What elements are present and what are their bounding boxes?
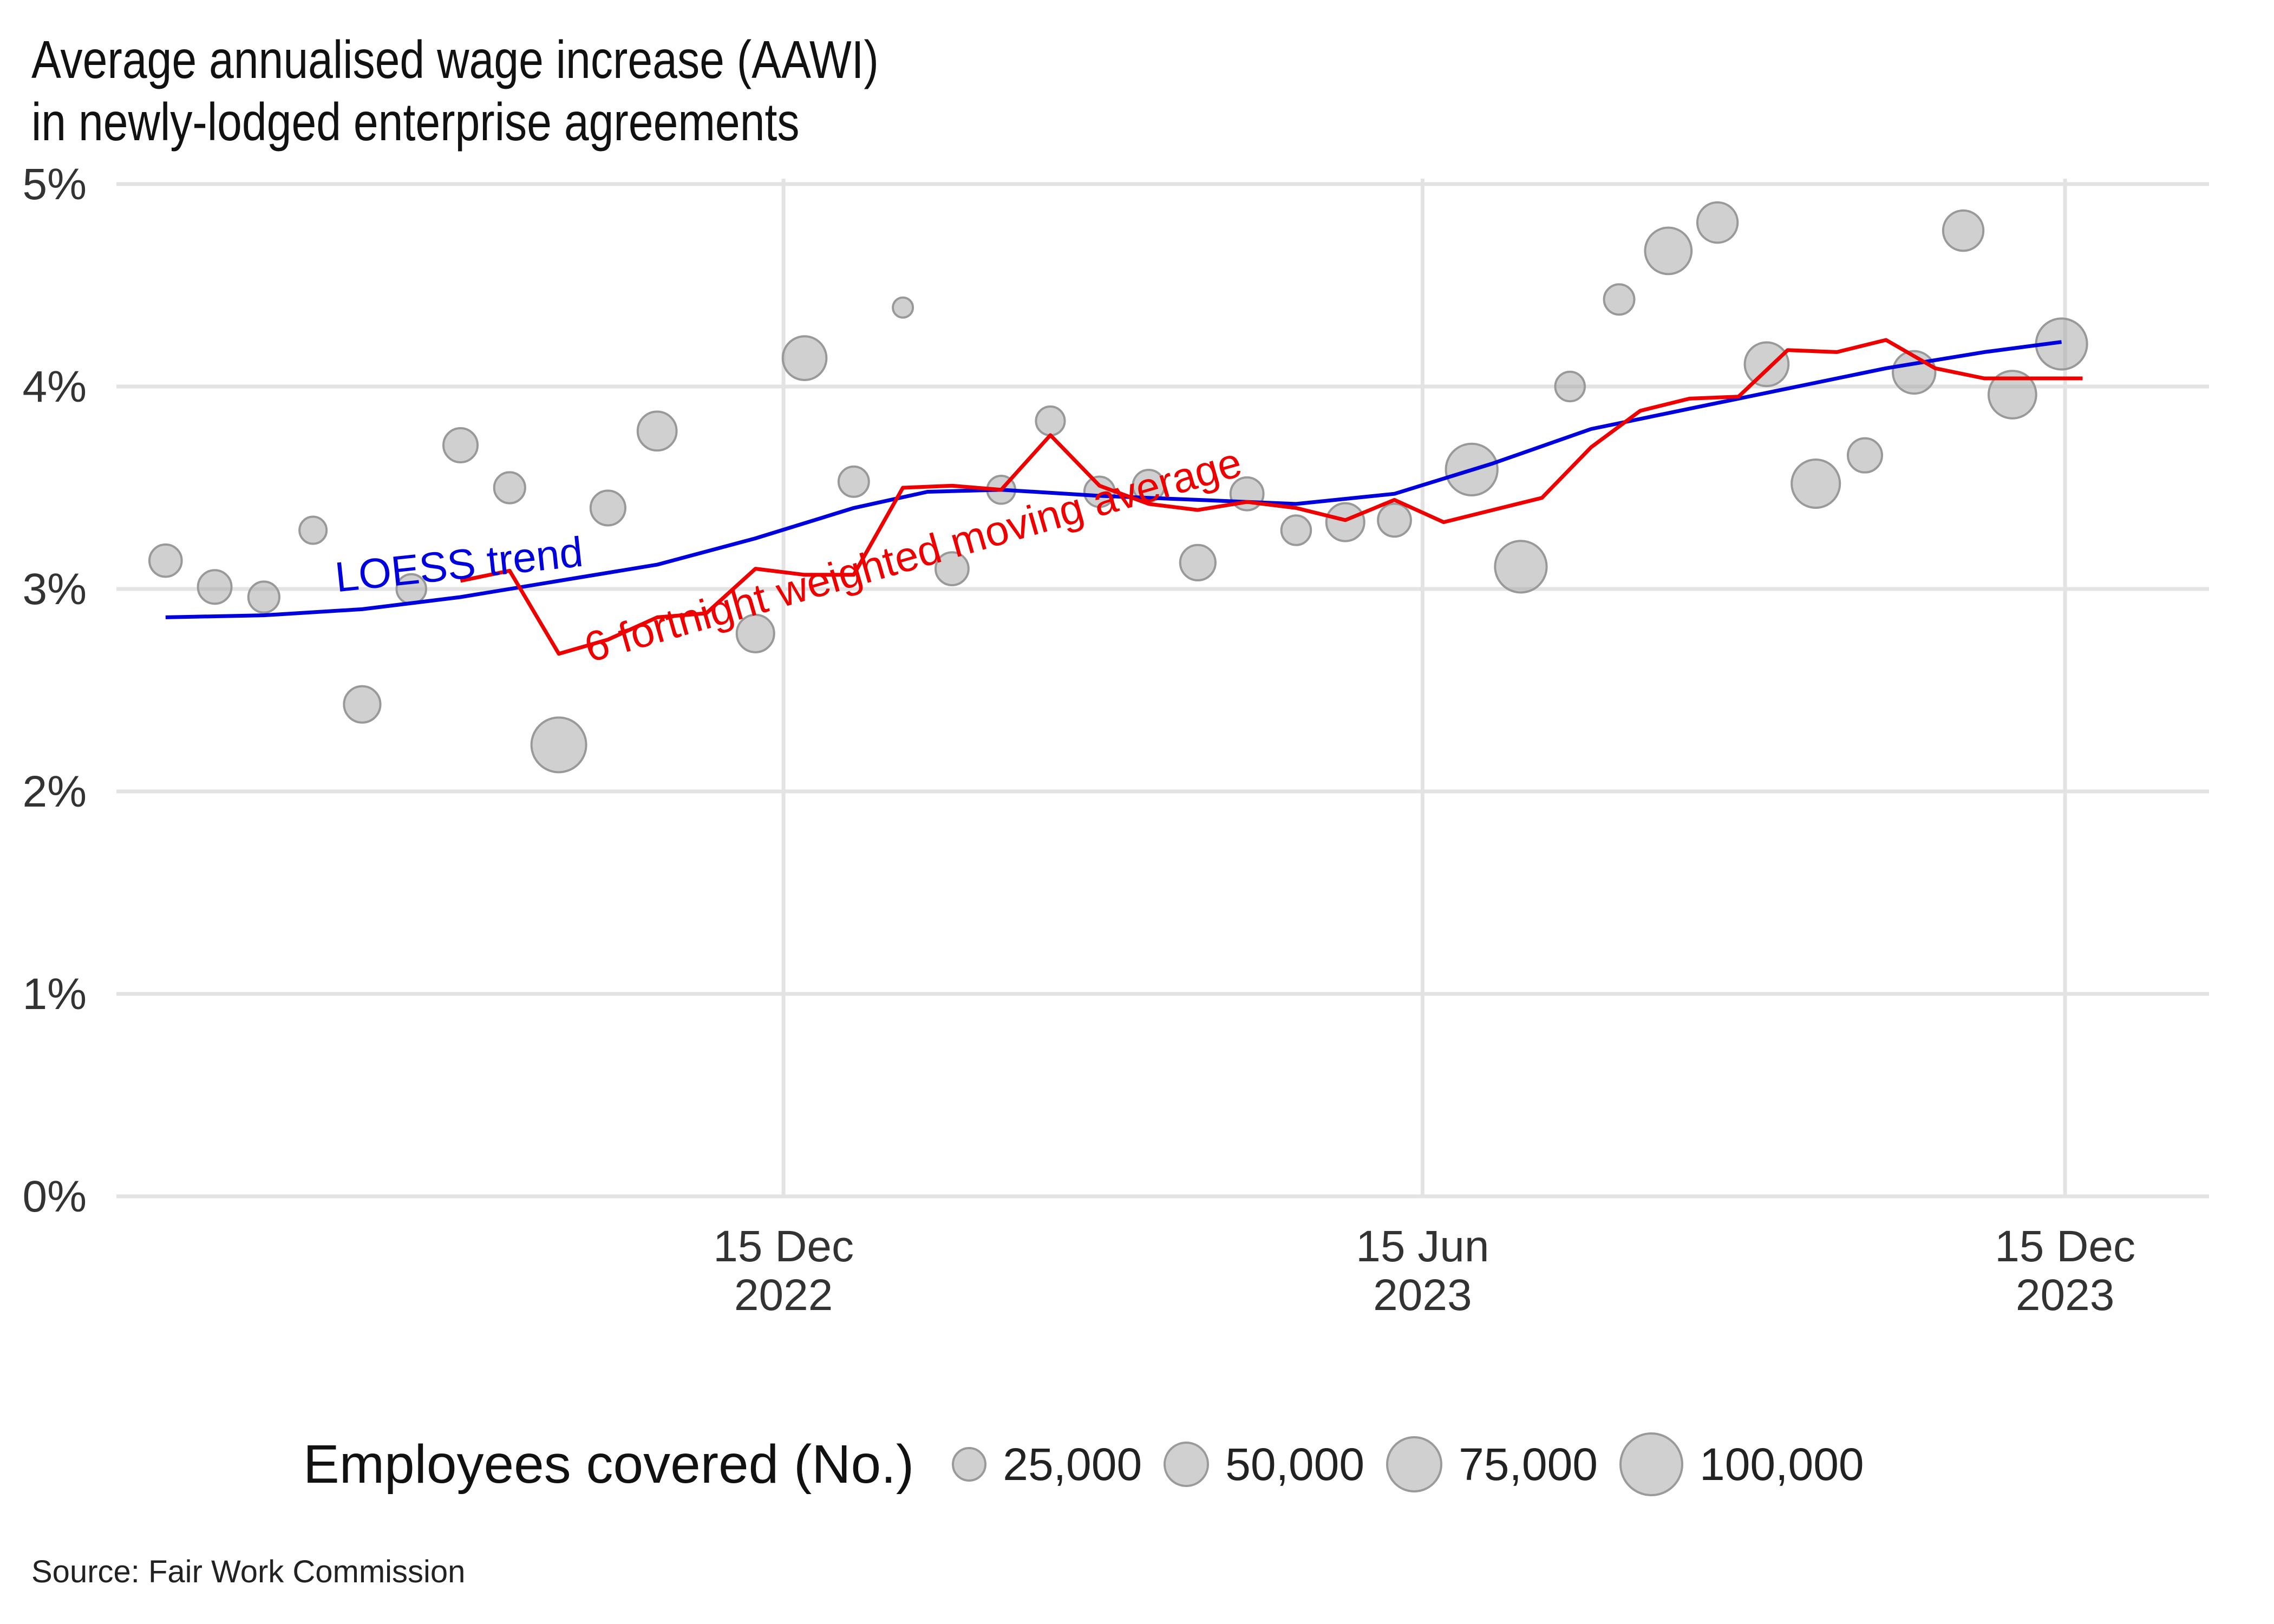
source-caption: Source: Fair Work Commission bbox=[31, 1554, 466, 1589]
chart-title-line-1: Average annualised wage increase (AAWI) bbox=[31, 30, 879, 89]
data-point bbox=[1554, 370, 1586, 403]
data-point bbox=[343, 685, 382, 724]
legend-circle-icon bbox=[952, 1447, 987, 1482]
legend-circle-icon bbox=[1386, 1436, 1443, 1492]
y-tick-label: 0% bbox=[22, 1172, 87, 1221]
data-point bbox=[493, 471, 526, 505]
trend-lines bbox=[165, 338, 2083, 656]
data-point bbox=[1942, 209, 1985, 252]
data-point bbox=[1791, 458, 1841, 509]
data-point bbox=[1280, 514, 1312, 546]
data-point bbox=[1743, 341, 1790, 388]
data-point bbox=[735, 613, 775, 653]
legend-item-25000: 25,000 bbox=[952, 1438, 1142, 1491]
legend-label: 50,000 bbox=[1225, 1438, 1365, 1490]
x-tick-label: 15 Jun bbox=[1356, 1222, 1489, 1271]
data-point bbox=[1494, 540, 1548, 594]
data-point bbox=[1179, 543, 1217, 581]
y-tick-label: 5% bbox=[22, 160, 87, 209]
series-line bbox=[165, 340, 2062, 619]
size-legend: Employees covered (No.) 25,000 50,000 75… bbox=[303, 1424, 1864, 1505]
x-tick-label: 2022 bbox=[734, 1271, 833, 1320]
y-tick-label: 4% bbox=[22, 362, 87, 411]
x-tick-label: 2023 bbox=[1373, 1271, 1472, 1320]
data-point bbox=[892, 296, 914, 319]
legend-circle-icon bbox=[1619, 1432, 1683, 1496]
data-point bbox=[442, 427, 479, 463]
x-tick-label: 15 Dec bbox=[1995, 1222, 2135, 1271]
legend-item-75000: 75,000 bbox=[1386, 1436, 1598, 1492]
legend-label: 100,000 bbox=[1700, 1438, 1864, 1490]
data-point bbox=[935, 551, 970, 586]
legend-circle-icon bbox=[1164, 1442, 1210, 1487]
data-point bbox=[247, 580, 280, 614]
legend-item-100000: 100,000 bbox=[1619, 1432, 1864, 1496]
grid-lines bbox=[116, 179, 2209, 1199]
y-tick-label: 1% bbox=[22, 970, 87, 1019]
legend-item-50000: 50,000 bbox=[1164, 1438, 1364, 1491]
data-point bbox=[837, 465, 870, 498]
data-point bbox=[1846, 437, 1883, 474]
legend-label: 75,000 bbox=[1459, 1438, 1598, 1490]
data-point bbox=[781, 335, 828, 381]
data-point bbox=[197, 569, 233, 605]
y-tick-label: 2% bbox=[22, 767, 87, 816]
data-point bbox=[1377, 502, 1412, 538]
data-point bbox=[1987, 370, 2037, 420]
series-label-moving-average: 6 fortnight weighted moving average bbox=[579, 438, 1247, 671]
data-point bbox=[1325, 502, 1365, 542]
data-point bbox=[1603, 283, 1636, 316]
data-point bbox=[1644, 226, 1693, 276]
data-point bbox=[298, 515, 328, 545]
legend-title: Employees covered (No.) bbox=[303, 1433, 914, 1495]
x-tick-label: 15 Dec bbox=[713, 1222, 854, 1271]
data-point bbox=[1132, 469, 1166, 503]
data-point bbox=[636, 410, 678, 452]
x-tick-label: 2023 bbox=[2016, 1271, 2114, 1320]
data-point bbox=[530, 716, 587, 774]
y-tick-label: 3% bbox=[22, 565, 87, 614]
data-point bbox=[1696, 201, 1739, 244]
data-point bbox=[589, 489, 626, 527]
series-line bbox=[460, 338, 2083, 656]
chart-title-line-2: in newly-lodged enterprise agreements bbox=[31, 92, 800, 152]
data-point bbox=[148, 543, 183, 578]
legend-label: 25,000 bbox=[1003, 1438, 1142, 1490]
data-point bbox=[1035, 405, 1066, 437]
